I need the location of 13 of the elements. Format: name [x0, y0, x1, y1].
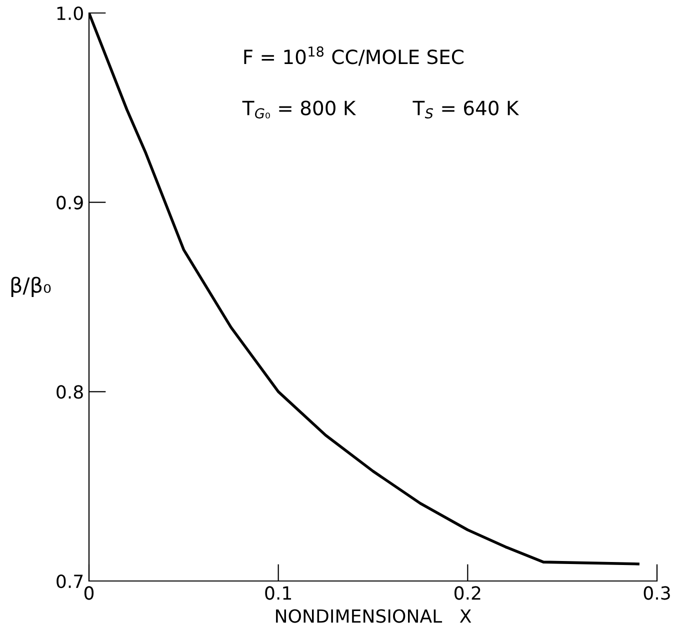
x-tick-label: 0.1	[265, 586, 292, 600]
y-tick-label: 0.7	[56, 574, 83, 588]
y-tick-label: 1.0	[57, 6, 83, 20]
x-tick-label: 0.3	[644, 586, 670, 600]
x-tick-label: 0.2	[454, 586, 480, 600]
annotation: T$_{S}$ = 640 K	[412, 100, 520, 118]
x-tick-label: 0	[84, 586, 94, 600]
y-tick-label: 0.9	[56, 196, 83, 210]
x-axis-title: NONDIMENSIONAL X	[276, 609, 472, 623]
annotation: T$_{G₀}$ = 800 K	[242, 100, 356, 118]
y-tick-label: 0.8	[56, 385, 83, 399]
annotation: F = 10$^{18}$ CC/MOLE SEC	[244, 46, 464, 66]
y-axis-title: β/β₀	[11, 276, 51, 297]
